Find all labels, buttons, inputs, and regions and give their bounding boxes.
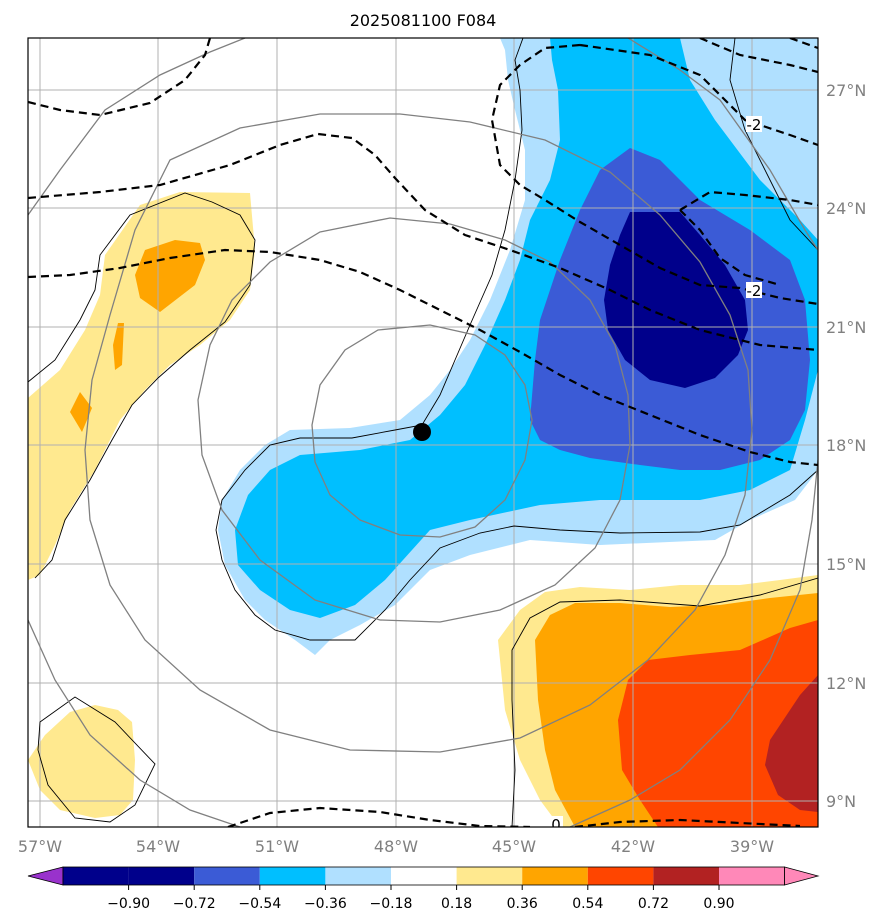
lon-tick-label-48w: 48°W — [374, 837, 418, 856]
thin-contour-bottom-right — [511, 577, 818, 827]
lon-tick-label-39w: 39°W — [730, 837, 774, 856]
map-frame — [27, 37, 819, 828]
colorbar-tick-label-10: 0.90 — [703, 896, 734, 912]
colorbar-tick-label-6: 0.18 — [441, 896, 472, 912]
dashed-contour-4 — [490, 43, 818, 306]
shaded-fields — [28, 38, 818, 827]
gray-contour-1 — [311, 324, 533, 538]
colorbar-bin-2 — [128, 867, 195, 885]
dashed-contours — [28, 38, 818, 827]
lon-tick-label-51w: 51°W — [255, 837, 299, 856]
colorbar-tick-label-9: 0.72 — [638, 896, 669, 912]
contour-label-bg-2 — [746, 282, 762, 298]
colorbar-bin-11 — [719, 867, 785, 885]
dashed-contour-5 — [579, 43, 818, 147]
colorbar-extend-low — [27, 866, 64, 886]
blob-bottom-left-yellow — [28, 705, 135, 818]
lon-tick-label-57w: 57°W — [18, 837, 62, 856]
colorbar-tick-label-5: −0.18 — [370, 896, 413, 912]
contour-label-1: -2 — [747, 116, 762, 134]
region-bottom-right-orangered — [618, 620, 818, 827]
thin-contour-bottom-left — [37, 696, 156, 823]
colorbar-bin-6 — [391, 867, 457, 885]
colorbar-tick-label-1: −0.90 — [107, 896, 150, 912]
gray-contours — [28, 38, 818, 827]
contour-label-bg-1 — [746, 116, 762, 132]
contour-label-3: 0 — [551, 816, 561, 834]
colorbar-tick-label-8: 0.54 — [572, 896, 603, 912]
colorbar-bin-7 — [456, 867, 523, 885]
colorbar-tick-label-3: −0.54 — [238, 896, 281, 912]
colorbar-bin-3 — [194, 867, 260, 885]
dashed-contour-10 — [227, 806, 531, 827]
colorbar-tick-label-4: −0.36 — [304, 896, 347, 912]
colorbar-bin-10 — [653, 867, 719, 885]
lat-tick-labels: 9°N 12°N 15°N 18°N 21°N 24°N 27°N — [826, 81, 866, 811]
gray-contour-4 — [28, 38, 246, 216]
streak-left-orange-3 — [70, 392, 92, 432]
lon-tick-label-54w: 54°W — [136, 837, 180, 856]
lat-tick-label-15n: 15°N — [826, 555, 866, 574]
contour-label-bg-3 — [549, 816, 563, 827]
colorbar-tick-label-7: 0.36 — [507, 896, 538, 912]
region-bottom-right-firebrick — [765, 675, 818, 812]
dashed-contour-9 — [679, 209, 781, 287]
thin-contour-left-streak — [28, 192, 256, 579]
colorbar-bin-9 — [587, 867, 654, 885]
lat-tick-label-24n: 24°N — [826, 199, 866, 218]
lat-tick-label-9n: 9°N — [826, 792, 856, 811]
colorbar-ticks — [128, 885, 720, 890]
streak-left-orange-2 — [113, 323, 124, 370]
gridlines — [28, 38, 818, 827]
dashed-contour-7 — [789, 38, 818, 50]
colorbar-frame — [62, 866, 785, 886]
colorbar-bin-5 — [325, 867, 391, 885]
dashed-contour-6 — [699, 38, 818, 74]
gray-contour-3 — [84, 113, 753, 753]
colorbar-bin-8 — [522, 867, 588, 885]
lat-tick-label-21n: 21°N — [826, 318, 866, 337]
map-area: -2 -2 0 — [28, 38, 818, 834]
colorbar-tick-label-2: −0.72 — [173, 896, 216, 912]
dashed-contour-8 — [679, 190, 818, 211]
gray-contour-2 — [197, 217, 631, 623]
streak-left-orange — [135, 240, 205, 312]
contour-label-2: -2 — [747, 282, 762, 300]
lat-tick-label-12n: 12°N — [826, 674, 866, 693]
map-title: 2025081100 F084 — [350, 11, 497, 30]
colorbar-extend-high — [784, 866, 820, 886]
lon-tick-label-42w: 42°W — [611, 837, 655, 856]
thin-contour-right — [729, 38, 818, 251]
dashed-contour-11 — [574, 818, 801, 827]
gray-contour-7 — [28, 619, 241, 827]
thin-contour-plume — [215, 38, 818, 641]
black-thin-contours — [28, 38, 818, 827]
colorbar: −0.90 −0.72 −0.54 −0.36 −0.18 0.18 0.36 … — [27, 866, 820, 912]
dashed-contour-3 — [28, 38, 212, 117]
dashed-contour-1 — [28, 132, 818, 352]
colorbar-bin-1 — [63, 867, 129, 885]
lon-tick-labels: 57°W 54°W 51°W 48°W 45°W 42°W 39°W — [18, 837, 774, 856]
streak-left-yellow — [28, 192, 255, 580]
lon-tick-label-45w: 45°W — [492, 837, 536, 856]
storm-center-marker — [413, 423, 431, 441]
lat-tick-label-27n: 27°N — [826, 81, 866, 100]
gray-contour-6 — [569, 459, 818, 827]
contour-labels: -2 -2 0 — [549, 116, 762, 834]
colorbar-bin-4 — [259, 867, 326, 885]
lat-tick-label-18n: 18°N — [826, 436, 866, 455]
dashed-contour-2 — [28, 248, 818, 467]
